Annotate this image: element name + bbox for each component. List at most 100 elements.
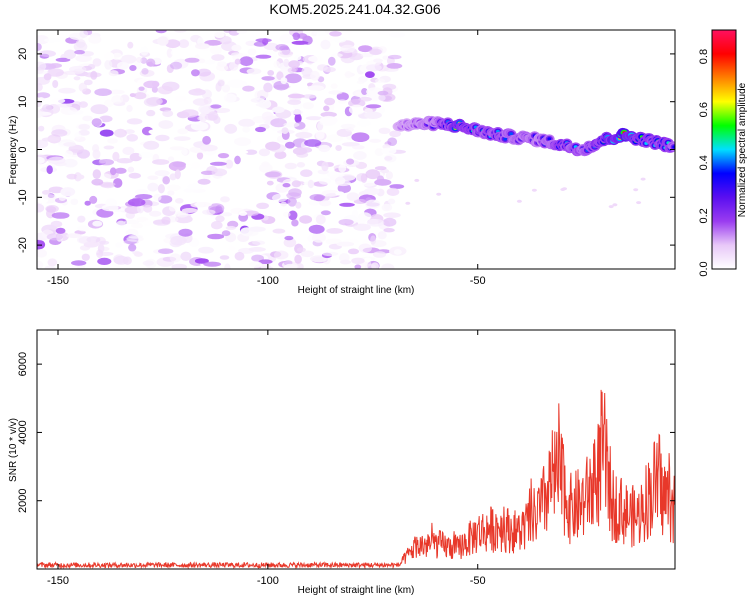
heatmap-noise-cell	[103, 145, 115, 150]
heatmap-noise-cell	[244, 149, 258, 155]
heatmap-noise-cell	[209, 161, 227, 166]
heatmap-noise-cell	[202, 209, 216, 215]
heatmap-noise-cell	[374, 179, 392, 186]
heatmap-noise-cell	[310, 70, 320, 81]
heatmap-noise-cell	[175, 198, 184, 204]
heatmap-noise-cell	[162, 176, 170, 185]
heatmap-noise-cell	[348, 104, 365, 115]
heatmap-noise-cell	[364, 111, 382, 120]
heatmap-noise-cell	[127, 166, 135, 173]
heatmap-noise-cell	[315, 214, 326, 225]
heatmap-noise-cell	[326, 134, 343, 143]
heatmap-noise-cell	[192, 98, 209, 106]
heatmap-noise-cell	[101, 204, 119, 212]
heatmap-noise-cell	[335, 191, 345, 196]
heatmap-noise-cell	[283, 122, 300, 128]
heatmap-noise-cell	[204, 59, 216, 65]
heatmap-noise-cell	[249, 261, 263, 268]
heatmap-noise-cell	[265, 141, 281, 151]
heatmap-noise-cell	[146, 96, 163, 106]
heatmap-noise-cell	[37, 43, 42, 51]
heatmap-noise-cell	[383, 228, 395, 233]
heatmap-noise-cell	[261, 76, 275, 81]
heatmap-noise-cell	[321, 161, 329, 172]
heatmap-noise-cell	[389, 130, 401, 138]
heatmap-noise-cell	[279, 33, 294, 44]
y-tick-label: 0	[17, 146, 29, 152]
heatmap-noise-cell	[143, 219, 152, 226]
heatmap-noise-cell	[296, 162, 306, 168]
heatmap-noise-cell	[353, 199, 368, 204]
heatmap-noise-cell	[58, 87, 76, 94]
heatmap-noise-cell	[288, 210, 298, 221]
heatmap-noise-cell	[365, 71, 375, 78]
heatmap-noise-cell	[283, 263, 297, 269]
heatmap-noise-cell	[355, 91, 362, 97]
heatmap-noise-cell	[280, 77, 288, 85]
heatmap-noise-cell	[220, 196, 230, 203]
heatmap-noise-cell	[225, 159, 234, 169]
heatmap-noise-cell	[360, 52, 374, 58]
heatmap-noise-cell	[127, 41, 134, 49]
heatmap-noise-cell	[223, 30, 232, 33]
heatmap-noise-cell	[283, 237, 297, 248]
heatmap-noise-cell	[177, 128, 189, 135]
heatmap-ridge-cell	[672, 145, 675, 149]
heatmap-noise-cell	[140, 46, 149, 56]
heatmap-noise-cell	[381, 263, 395, 269]
heatmap-noise-cell	[387, 198, 396, 205]
heatmap-noise-cell	[318, 178, 332, 185]
heatmap-noise-cell	[68, 144, 84, 153]
heatmap-noise-cell	[377, 90, 389, 96]
heatmap-noise-cell	[299, 215, 313, 224]
heatmap-noise-cell	[344, 71, 352, 79]
heatmap-noise-cell	[133, 92, 147, 100]
heatmap-noise-cell	[231, 52, 244, 58]
heatmap-noise-cell	[129, 65, 137, 71]
heatmap-noise-cell	[351, 132, 370, 142]
heatmap-noise-cell	[124, 219, 140, 224]
heatmap-noise-cell	[99, 129, 114, 137]
heatmap-noise-cell	[114, 128, 127, 138]
heatmap-noise-cell	[272, 193, 288, 202]
heatmap-noise-cell	[234, 137, 251, 147]
heatmap-noise-cell	[365, 169, 381, 180]
snr-x-label: Height of straight line (km)	[298, 585, 415, 596]
heatmap-noise-cell	[131, 222, 144, 229]
heatmap-noise-cell	[46, 233, 64, 241]
heatmap-noise-cell	[365, 199, 381, 209]
heatmap-noise-cell	[211, 168, 228, 177]
heatmap-noise-cell	[291, 219, 299, 227]
colorbar-tick-label: 0.6	[698, 102, 710, 117]
heatmap-noise-cell	[217, 153, 230, 159]
heatmap-noise-cell	[78, 236, 96, 244]
heatmap-noise-cell	[312, 232, 326, 243]
heatmap-noise-cell	[207, 233, 225, 240]
heatmap-noise-cell	[195, 43, 210, 50]
heatmap-noise-cell	[387, 54, 402, 60]
snr-frame	[36, 329, 676, 570]
heatmap-noise-cell	[290, 109, 304, 115]
heatmap-noise-cell	[170, 235, 187, 246]
heatmap-noise-cell	[274, 150, 287, 160]
heatmap-noise-cell	[301, 66, 313, 77]
heatmap-noise-cell	[354, 264, 362, 269]
heatmap-noise-cell	[142, 260, 154, 266]
heatmap-noise-cell	[78, 129, 90, 136]
heatmap-noise-cell	[357, 120, 371, 127]
heatmap-noise-cell	[104, 52, 115, 61]
heatmap-noise-cell	[77, 215, 86, 223]
heatmap-noise-cell	[531, 188, 537, 192]
heatmap-noise-cell	[243, 210, 259, 216]
heatmap-noise-cell	[81, 253, 90, 261]
heatmap-noise-cell	[37, 109, 43, 118]
heatmap-noise-cell	[336, 92, 349, 101]
heatmap-noise-cell	[104, 59, 113, 70]
heatmap-noise-cell	[307, 179, 315, 189]
heatmap-noise-cell	[76, 174, 85, 180]
heatmap-noise-cell	[146, 58, 156, 67]
heatmap-noise-cell	[43, 73, 52, 81]
heatmap-noise-cell	[47, 258, 58, 267]
heatmap-noise-cell	[318, 199, 332, 207]
heatmap-noise-cell	[83, 79, 93, 86]
